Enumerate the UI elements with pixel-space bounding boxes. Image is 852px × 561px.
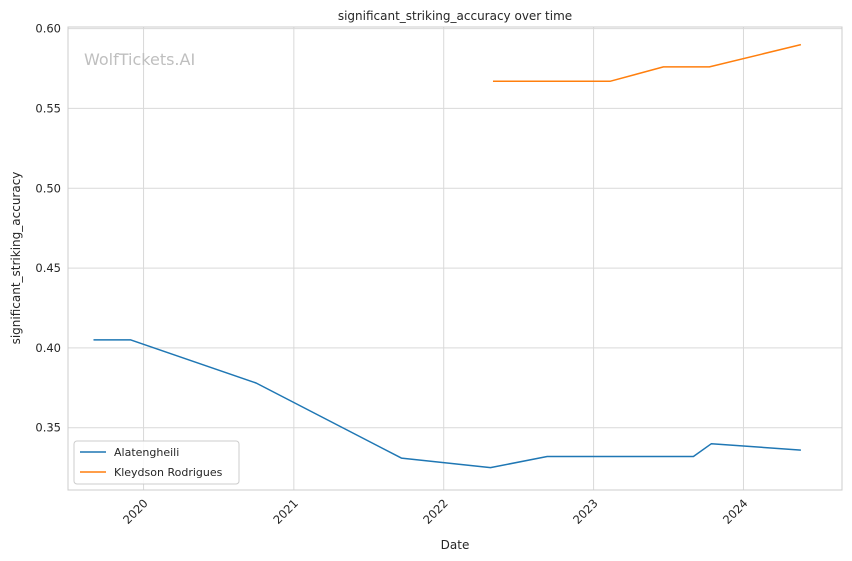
plot-frame (67, 26, 843, 491)
x-tick-label: 2020 (120, 496, 151, 527)
y-tick-label: 0.55 (35, 101, 61, 115)
y-tick-label: 0.40 (35, 341, 61, 355)
chart-title: significant_striking_accuracy over time (338, 9, 572, 23)
x-tick-label: 2023 (570, 496, 601, 527)
x-tick-label: 2022 (420, 496, 451, 527)
x-axis-title: Date (441, 538, 470, 552)
series-layer (93, 43, 802, 469)
x-tick-label: 2021 (270, 496, 301, 527)
watermark-text: WolfTickets.AI (84, 50, 195, 69)
legend: Alatengheili Kleydson Rodrigues (73, 440, 240, 485)
y-tick-label: 0.50 (35, 181, 61, 195)
y-tick-label: 0.60 (35, 22, 61, 36)
y-axis-title: significant_striking_accuracy (9, 172, 23, 345)
y-tick-label: 0.45 (35, 261, 61, 275)
plot-area (68, 27, 842, 490)
x-tick-label: 2024 (720, 496, 751, 527)
y-axis-ticks: 0.35 0.40 0.45 0.50 0.55 0.60 (35, 22, 61, 435)
x-axis-ticks: 2020 2021 2022 2023 2024 (120, 496, 751, 527)
grid-lines (68, 27, 842, 490)
legend-label-0: Alatengheili (114, 446, 179, 459)
legend-label-1: Kleydson Rodrigues (114, 466, 223, 479)
legend-box (73, 440, 240, 485)
y-tick-label: 0.35 (35, 421, 61, 435)
